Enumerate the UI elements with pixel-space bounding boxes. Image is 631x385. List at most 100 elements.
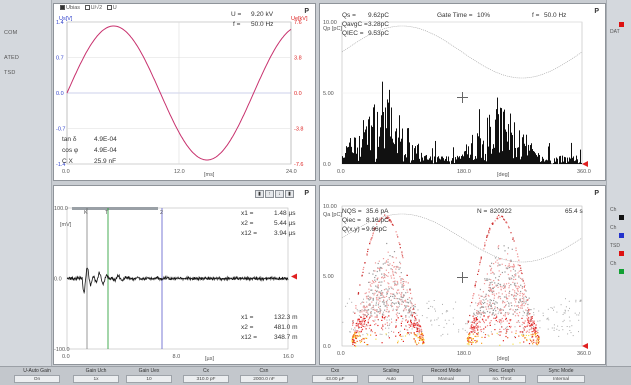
status-gain-uch[interactable]: Gain Uch 1x xyxy=(73,368,119,383)
prpd-point xyxy=(432,306,434,308)
prpd-point xyxy=(402,257,404,259)
status-csn[interactable]: Csn 2000.0 nF xyxy=(240,368,288,383)
prpd-point xyxy=(523,322,525,324)
prpd-point xyxy=(410,332,412,334)
prpd-point xyxy=(430,320,432,322)
prpd-point xyxy=(406,289,408,291)
prpd-point xyxy=(480,303,482,305)
status-rec-graph[interactable]: Rec. Graph no. Throt xyxy=(478,368,526,383)
prpd-point xyxy=(385,217,387,219)
prpd-point xyxy=(484,242,486,244)
prpd-point xyxy=(569,320,571,322)
prpd-point xyxy=(395,326,397,328)
prpd-point xyxy=(512,281,514,283)
prpd-point xyxy=(487,300,489,302)
ubias-checkbox[interactable] xyxy=(60,5,65,11)
status-value[interactable]: 2000.0 nF xyxy=(240,375,288,383)
pd-bar xyxy=(501,108,502,164)
prpd-point xyxy=(403,309,405,311)
prpd-point xyxy=(370,308,372,310)
prpd-point xyxy=(503,218,505,220)
cursor-down-button[interactable]: ↓ xyxy=(275,190,284,198)
prpd-point xyxy=(494,257,497,259)
status-cxx[interactable]: Cxx 43.00 µF xyxy=(312,368,358,383)
status-value[interactable]: 1x xyxy=(73,375,119,383)
left-toolbar-item-ated[interactable]: ATED xyxy=(4,55,20,61)
prpd-point xyxy=(363,301,365,303)
prpd-point xyxy=(495,261,497,263)
x-tick-label: 0.0 xyxy=(62,354,70,360)
left-toolbar-item-com[interactable]: COM xyxy=(4,30,18,36)
prpd-point xyxy=(396,306,398,308)
prpd-point xyxy=(521,303,523,305)
pd-bar xyxy=(409,142,410,164)
prpd-point xyxy=(393,274,395,276)
status-u-auto-gain[interactable]: U-Auto Gain On xyxy=(14,368,60,383)
prpd-point xyxy=(413,322,415,324)
status-value[interactable]: 43.00 µF xyxy=(312,375,358,383)
status-scaling[interactable]: Scaling Auto xyxy=(368,368,414,383)
prpd-point xyxy=(348,298,350,300)
prpd-point xyxy=(364,320,366,322)
pd-bar xyxy=(463,156,464,164)
cursor-up-button[interactable]: ↑ xyxy=(265,190,274,198)
prpd-point xyxy=(366,253,368,255)
prpd-point xyxy=(385,327,387,329)
left-toolbar-item-tsd[interactable]: TSD xyxy=(4,70,16,76)
prpd-point xyxy=(388,337,390,339)
channel-color-green-icon xyxy=(619,269,624,274)
u-checkbox[interactable] xyxy=(106,5,112,11)
pd-bar xyxy=(407,128,408,164)
prpd-point xyxy=(513,297,515,299)
pd-bar xyxy=(410,162,411,164)
prpd-point xyxy=(404,328,406,330)
prpd-point xyxy=(416,324,418,326)
prpd-point xyxy=(485,298,487,300)
status-cx[interactable]: Cx 310.0 pF xyxy=(183,368,229,383)
prpd-point xyxy=(453,323,454,325)
channel-label-2[interactable]: Ch xyxy=(610,225,617,231)
channel-label-1[interactable]: Ch xyxy=(610,207,617,213)
prpd-point xyxy=(563,319,565,321)
prpd-point xyxy=(568,316,570,318)
status-sync-mode[interactable]: Sync Mode Internal xyxy=(537,368,585,383)
pd-bar xyxy=(514,122,515,164)
status-value[interactable]: no. Throt xyxy=(478,375,526,383)
crosshair-cursor-icon[interactable] xyxy=(457,272,468,283)
prpd-point xyxy=(494,306,496,308)
status-value[interactable]: 310.0 pF xyxy=(183,375,229,383)
prpd-point xyxy=(487,306,489,308)
channel-label-tsd[interactable]: TSD xyxy=(610,243,620,249)
cursor-button-2[interactable]: ▮ xyxy=(285,190,294,198)
status-value[interactable]: Internal xyxy=(537,375,585,383)
status-value[interactable]: Manual xyxy=(422,375,470,383)
dat-label[interactable]: DAT xyxy=(610,29,620,35)
prpd-point xyxy=(521,272,523,275)
prpd-point xyxy=(472,315,474,317)
prpd-point xyxy=(507,273,509,276)
prpd-point xyxy=(508,266,510,269)
prpd-point xyxy=(375,285,377,287)
pd-bar xyxy=(400,141,401,164)
panel-print-icon[interactable]: P xyxy=(594,190,599,197)
prpd-point xyxy=(480,257,482,259)
cursor-button-1[interactable]: ▮ xyxy=(255,190,264,198)
prpd-point xyxy=(407,332,409,334)
status-gain-uex[interactable]: Gain Uex 10 xyxy=(126,368,172,383)
status-value[interactable]: Auto xyxy=(368,375,414,383)
prpd-point xyxy=(354,342,356,344)
panel-print-icon[interactable]: P xyxy=(304,8,309,15)
prpd-point xyxy=(505,328,506,330)
status-value[interactable]: 10 xyxy=(126,375,172,383)
channel-label-4[interactable]: Ch xyxy=(610,261,617,267)
pd-pulse-waveform-chart: 100.00.0-100.00.0 8.0 16.0 xyxy=(54,206,297,360)
crosshair-cursor-icon[interactable] xyxy=(457,92,468,103)
u-rms-checkbox[interactable] xyxy=(84,5,90,11)
prpd-point xyxy=(512,237,514,239)
panel-print-icon[interactable]: P xyxy=(304,190,309,197)
panel-print-icon[interactable]: P xyxy=(594,8,599,15)
prpd-point xyxy=(471,342,473,344)
prpd-point xyxy=(373,230,375,232)
status-value[interactable]: On xyxy=(14,375,60,383)
status-record-mode[interactable]: Record Mode Manual xyxy=(422,368,470,383)
